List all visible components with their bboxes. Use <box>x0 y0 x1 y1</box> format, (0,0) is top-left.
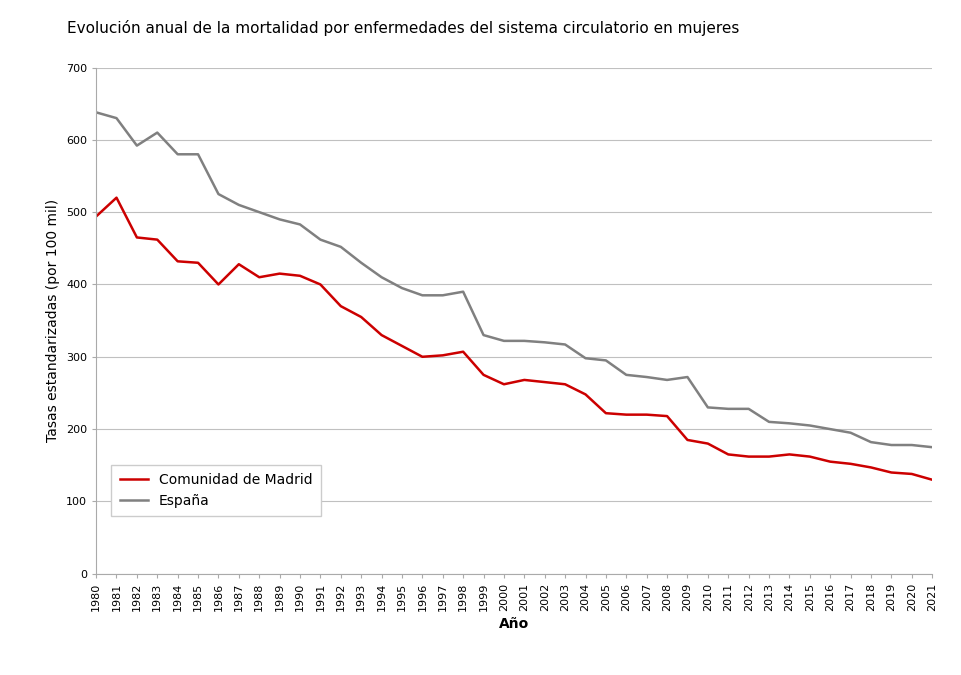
España <box>906 441 918 449</box>
España <box>926 443 938 452</box>
Comunidad de Madrid <box>152 236 163 244</box>
Comunidad de Madrid <box>192 259 204 267</box>
Comunidad de Madrid <box>498 380 509 388</box>
España <box>600 356 611 365</box>
Comunidad de Madrid <box>825 458 836 466</box>
España <box>559 340 571 348</box>
España <box>681 373 693 381</box>
Comunidad de Madrid <box>254 273 265 281</box>
Comunidad de Madrid <box>763 452 775 460</box>
X-axis label: Año: Año <box>499 617 530 630</box>
España <box>152 128 163 136</box>
Comunidad de Madrid <box>600 409 611 417</box>
España <box>865 438 876 446</box>
Comunidad de Madrid <box>845 460 856 468</box>
Line: España: España <box>96 112 932 448</box>
Comunidad de Madrid <box>437 351 449 359</box>
Y-axis label: Tasas estandarizadas (por 100 mil): Tasas estandarizadas (por 100 mil) <box>46 199 61 442</box>
España <box>417 292 429 300</box>
España <box>763 418 775 426</box>
Comunidad de Madrid <box>886 468 898 477</box>
España <box>641 373 653 381</box>
Comunidad de Madrid <box>661 412 673 420</box>
Comunidad de Madrid <box>723 450 734 458</box>
Comunidad de Madrid <box>335 302 347 311</box>
Comunidad de Madrid <box>519 376 530 384</box>
Comunidad de Madrid <box>478 371 489 379</box>
Comunidad de Madrid <box>111 194 122 202</box>
Comunidad de Madrid <box>274 269 285 277</box>
Comunidad de Madrid <box>396 342 407 350</box>
España <box>90 108 102 116</box>
España <box>294 220 306 228</box>
España <box>621 371 632 379</box>
España <box>111 114 122 122</box>
España <box>192 151 204 159</box>
Comunidad de Madrid <box>314 280 326 288</box>
España <box>212 190 224 198</box>
Comunidad de Madrid <box>681 436 693 444</box>
España <box>335 243 347 251</box>
España <box>539 338 551 346</box>
España <box>437 292 449 300</box>
España <box>825 425 836 433</box>
Comunidad de Madrid <box>926 476 938 484</box>
Comunidad de Madrid <box>457 348 469 356</box>
Comunidad de Madrid <box>702 439 714 448</box>
Comunidad de Madrid <box>559 380 571 388</box>
Comunidad de Madrid <box>804 452 816 460</box>
Comunidad de Madrid <box>172 257 184 265</box>
Comunidad de Madrid <box>131 234 142 242</box>
España <box>519 337 530 345</box>
Comunidad de Madrid <box>356 313 367 321</box>
España <box>886 441 898 449</box>
Comunidad de Madrid <box>579 390 591 398</box>
España <box>845 429 856 437</box>
Text: Evolución anual de la mortalidad por enfermedades del sistema circulatorio en mu: Evolución anual de la mortalidad por enf… <box>67 20 740 36</box>
España <box>396 284 407 292</box>
España <box>783 419 795 427</box>
España <box>172 151 184 159</box>
Legend: Comunidad de Madrid, España: Comunidad de Madrid, España <box>111 464 321 516</box>
Line: Comunidad de Madrid: Comunidad de Madrid <box>96 198 932 480</box>
España <box>254 208 265 216</box>
Comunidad de Madrid <box>376 331 387 339</box>
España <box>702 404 714 412</box>
España <box>314 236 326 244</box>
Comunidad de Madrid <box>783 450 795 458</box>
España <box>478 331 489 339</box>
Comunidad de Madrid <box>417 353 429 361</box>
España <box>356 259 367 267</box>
España <box>457 288 469 296</box>
Comunidad de Madrid <box>90 213 102 221</box>
España <box>131 142 142 150</box>
Comunidad de Madrid <box>539 378 551 386</box>
España <box>743 405 754 413</box>
Comunidad de Madrid <box>865 463 876 471</box>
España <box>376 273 387 281</box>
Comunidad de Madrid <box>906 470 918 478</box>
Comunidad de Madrid <box>212 280 224 288</box>
España <box>661 376 673 384</box>
España <box>804 421 816 429</box>
España <box>723 405 734 413</box>
Comunidad de Madrid <box>621 410 632 418</box>
España <box>234 201 245 209</box>
España <box>579 354 591 362</box>
España <box>274 215 285 223</box>
Comunidad de Madrid <box>743 452 754 460</box>
Comunidad de Madrid <box>234 260 245 268</box>
Comunidad de Madrid <box>641 410 653 418</box>
Comunidad de Madrid <box>294 272 306 280</box>
España <box>498 337 509 345</box>
